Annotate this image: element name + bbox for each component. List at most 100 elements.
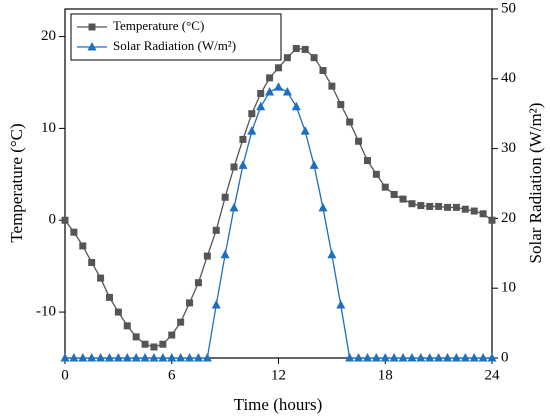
data-point xyxy=(336,299,346,309)
data-point xyxy=(362,353,372,362)
data-point xyxy=(292,44,300,52)
data-point xyxy=(185,353,195,362)
data-point xyxy=(444,203,452,211)
x-tick-label: 6 xyxy=(168,367,176,383)
data-point xyxy=(469,353,479,362)
data-point xyxy=(390,191,398,199)
data-point xyxy=(141,340,149,348)
data-point xyxy=(177,318,185,326)
data-point xyxy=(113,353,123,362)
data-point xyxy=(61,216,69,224)
x-tick-label: 18 xyxy=(378,367,393,383)
data-point xyxy=(60,353,70,362)
data-point xyxy=(416,353,426,362)
data-point xyxy=(470,207,478,215)
data-point xyxy=(140,353,150,362)
data-point xyxy=(487,353,497,362)
legend-label: Solar Radiation (W/m²) xyxy=(113,38,236,53)
series-line xyxy=(64,47,493,348)
series-line xyxy=(65,86,492,359)
data-point xyxy=(435,202,443,210)
data-point xyxy=(309,160,319,169)
data-point xyxy=(229,202,239,212)
data-point xyxy=(265,87,275,96)
data-point xyxy=(96,353,106,362)
data-point xyxy=(310,54,318,62)
data-point xyxy=(203,252,211,260)
data-point xyxy=(327,249,337,259)
data-point xyxy=(122,353,132,362)
data-point xyxy=(247,126,257,135)
data-point xyxy=(123,322,131,330)
data-point xyxy=(380,353,390,362)
data-point xyxy=(434,353,444,362)
data-point xyxy=(275,64,282,72)
data-point xyxy=(425,353,435,362)
legend-label: Temperature (°C) xyxy=(113,18,204,33)
data-point xyxy=(159,340,167,348)
data-point xyxy=(239,135,247,143)
data-point xyxy=(274,82,283,91)
data-point xyxy=(158,353,168,362)
y2-tick-label: 50 xyxy=(501,0,516,16)
data-point xyxy=(291,101,301,111)
data-point xyxy=(282,87,292,96)
data-point xyxy=(212,226,220,234)
data-point xyxy=(451,353,461,362)
data-point xyxy=(220,249,230,259)
data-point xyxy=(97,274,105,282)
legend-marker xyxy=(88,23,96,31)
data-point xyxy=(300,126,310,135)
data-point xyxy=(87,353,97,362)
data-point xyxy=(417,202,425,210)
data-point xyxy=(407,353,417,362)
data-point xyxy=(426,202,434,210)
data-point xyxy=(319,67,327,75)
data-point xyxy=(452,203,460,211)
y-tick-label: 10 xyxy=(41,120,56,136)
data-point xyxy=(479,210,487,218)
data-point xyxy=(345,353,355,362)
data-point xyxy=(337,101,345,109)
data-point xyxy=(318,202,328,212)
data-point xyxy=(256,101,266,111)
legend-marker xyxy=(87,42,97,51)
data-point xyxy=(211,299,221,309)
data-point xyxy=(221,193,229,201)
data-point xyxy=(301,45,309,53)
plot-frame xyxy=(64,8,493,359)
data-point xyxy=(328,82,336,90)
data-point xyxy=(443,353,453,362)
data-point xyxy=(70,228,78,236)
data-point xyxy=(186,299,194,307)
data-point xyxy=(248,110,256,118)
y-axis-label: Temperature (°C) xyxy=(7,123,26,242)
data-point xyxy=(461,205,469,213)
x-tick-label: 12 xyxy=(271,367,286,383)
data-point xyxy=(354,353,364,362)
y-tick-label: 20 xyxy=(41,28,56,44)
x-tick-label: 24 xyxy=(485,367,501,383)
data-point xyxy=(167,353,177,362)
data-point xyxy=(131,353,141,362)
data-point xyxy=(372,170,380,178)
y2-tick-label: 30 xyxy=(501,140,516,156)
data-point xyxy=(150,343,158,351)
y2-tick-label: 0 xyxy=(501,349,509,365)
data-point xyxy=(202,353,212,362)
data-point xyxy=(460,353,470,362)
data-point xyxy=(132,333,140,341)
data-point xyxy=(168,331,176,339)
data-point xyxy=(78,353,88,362)
data-point xyxy=(238,160,248,169)
y2-axis-label: Solar Radiation (W/m²) xyxy=(526,103,545,264)
x-axis-label: Time (hours) xyxy=(234,395,323,414)
x-tick-label: 0 xyxy=(61,367,69,383)
data-point xyxy=(283,54,291,62)
data-point xyxy=(114,308,122,316)
y2-tick-label: 20 xyxy=(501,210,516,226)
data-point xyxy=(176,353,186,362)
legend-box xyxy=(70,13,282,61)
data-point xyxy=(193,353,203,362)
